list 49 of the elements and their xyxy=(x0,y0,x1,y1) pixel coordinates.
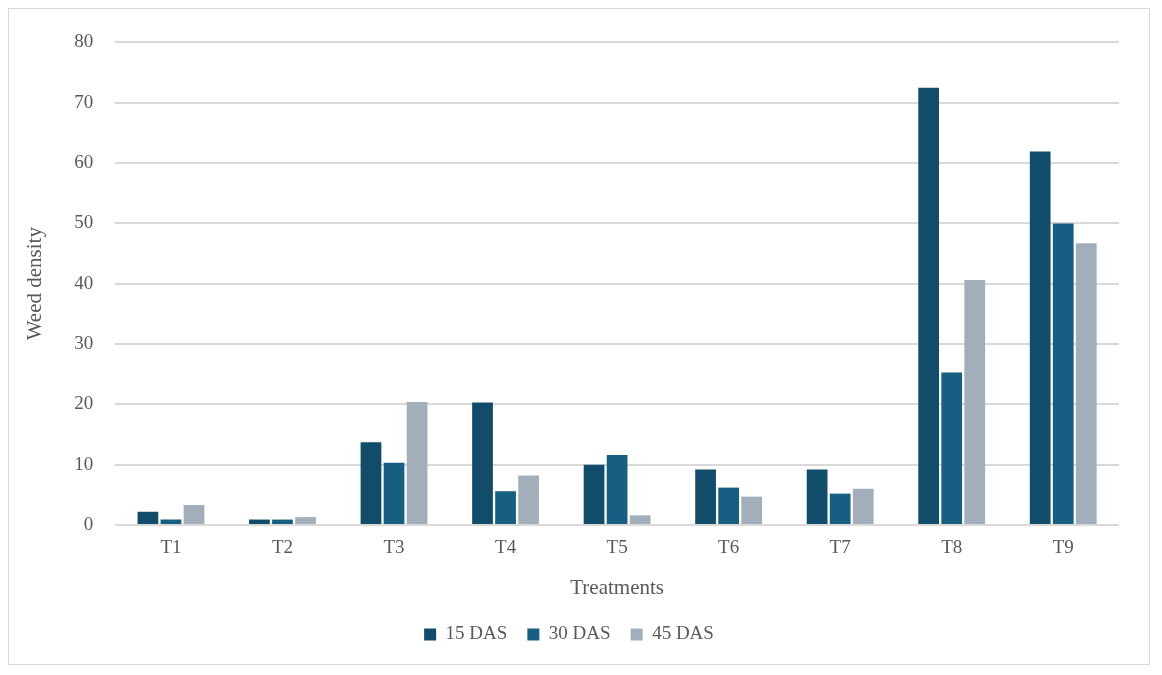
y-tick-label: 70 xyxy=(74,90,94,112)
bar xyxy=(183,505,205,524)
bar xyxy=(360,442,382,524)
bar xyxy=(1029,151,1051,524)
bar xyxy=(806,469,828,524)
y-tick-label: 30 xyxy=(74,332,94,354)
bar xyxy=(272,519,293,524)
y-tick-label: 60 xyxy=(74,151,94,173)
bar xyxy=(383,462,405,524)
bar xyxy=(695,469,716,524)
bar xyxy=(1052,223,1074,524)
x-tick-label: T8 xyxy=(941,536,963,558)
x-tick-label: T6 xyxy=(718,536,740,558)
x-axis-title: Treatments xyxy=(570,574,664,599)
bar xyxy=(941,372,963,524)
x-tick-label: T9 xyxy=(1052,536,1074,558)
y-tick-label: 80 xyxy=(74,30,94,52)
bar xyxy=(829,493,851,524)
legend-label: 15 DAS xyxy=(445,622,508,644)
bar xyxy=(518,475,539,524)
bar xyxy=(718,487,740,524)
bar xyxy=(583,464,605,524)
bar xyxy=(406,401,428,524)
x-tick-label: T1 xyxy=(160,536,182,558)
bar xyxy=(1075,243,1097,524)
x-tick-label: T3 xyxy=(383,536,405,558)
x-tick-label: T2 xyxy=(271,536,294,558)
bar xyxy=(629,515,651,524)
bar xyxy=(852,488,874,524)
legend-label: 30 DAS xyxy=(548,622,611,644)
x-tick-label: T7 xyxy=(829,536,851,558)
y-tick-label: 40 xyxy=(74,271,94,293)
y-tick-label: 0 xyxy=(83,512,94,534)
bar xyxy=(964,280,986,524)
y-tick-label: 10 xyxy=(74,452,94,474)
bar xyxy=(918,87,940,524)
bar xyxy=(295,517,316,524)
y-axis-title: Weed density xyxy=(22,226,47,341)
y-tick-label: 50 xyxy=(74,211,94,233)
x-tick-label: T4 xyxy=(495,536,517,558)
bar xyxy=(137,511,159,524)
bar xyxy=(606,455,628,524)
legend-label: 45 DAS xyxy=(652,622,714,644)
x-tick-label: T5 xyxy=(606,536,628,558)
bar xyxy=(495,491,516,524)
bar xyxy=(249,519,270,524)
bar xyxy=(741,496,763,524)
bar xyxy=(472,402,493,524)
y-tick-label: 20 xyxy=(74,392,94,414)
